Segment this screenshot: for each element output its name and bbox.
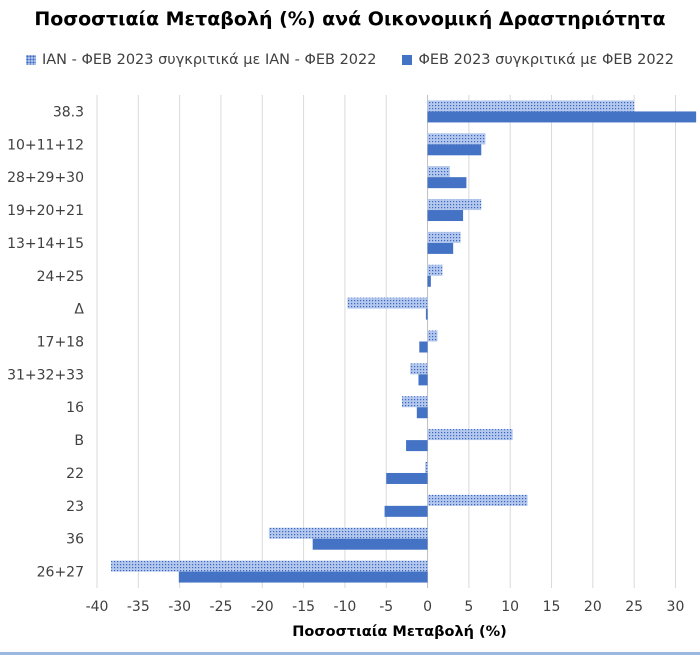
y-category-label: 16 xyxy=(66,400,84,416)
bar-series-2 xyxy=(406,440,428,452)
bar-series-2 xyxy=(386,472,428,484)
x-tick-label: 20 xyxy=(584,599,602,615)
bar-series-1 xyxy=(427,166,450,178)
y-category-label: Β xyxy=(74,433,84,449)
bar-series-1 xyxy=(401,396,428,408)
legend-swatch-series-2 xyxy=(402,55,413,65)
x-tick-label: 30 xyxy=(667,599,685,615)
bar-series-2 xyxy=(416,407,428,419)
bar-series-1 xyxy=(427,231,461,243)
bar-series-1 xyxy=(427,133,486,145)
x-tick-label: 10 xyxy=(501,599,519,615)
legend-item-series-2: ΦΕΒ 2023 συγκριτικά με ΦΕΒ 2022 xyxy=(402,52,674,68)
y-category-label: 36 xyxy=(66,532,84,548)
x-tick-label: -5 xyxy=(379,599,393,615)
x-tick-label: 0 xyxy=(423,599,432,615)
y-category-label: 38.3 xyxy=(53,104,84,120)
bar-series-2 xyxy=(427,177,467,189)
bar-series-1 xyxy=(427,494,528,506)
x-tick-label: -25 xyxy=(210,599,233,615)
bar-series-2 xyxy=(418,374,428,386)
bar-series-1 xyxy=(410,363,428,375)
bar-series-2 xyxy=(425,308,428,320)
x-axis-title: Ποσοστιαία Μεταβολή (%) xyxy=(292,624,507,640)
x-tick-label: 25 xyxy=(625,599,643,615)
bar-series-2 xyxy=(384,505,428,517)
legend-item-series-1: ΙΑΝ - ΦΕΒ 2023 συγκριτικά με ΙΑΝ - ΦΕΒ 2… xyxy=(25,52,377,68)
y-category-label: 17+18 xyxy=(37,335,84,351)
legend-swatch-series-1 xyxy=(25,55,36,65)
bar-series-2 xyxy=(427,111,697,123)
legend-label-series-2: ΦΕΒ 2023 συγκριτικά με ΦΕΒ 2022 xyxy=(418,52,674,68)
x-tick-label: -15 xyxy=(292,599,315,615)
x-tick-label: -30 xyxy=(168,599,191,615)
x-tick-label: -40 xyxy=(86,599,109,615)
y-category-label: 19+20+21 xyxy=(7,203,84,219)
x-tick-label: 15 xyxy=(543,599,561,615)
x-tick-label: -10 xyxy=(333,599,356,615)
y-category-label: Δ xyxy=(74,302,84,318)
y-category-label: 23 xyxy=(66,499,84,515)
y-category-label: 13+14+15 xyxy=(7,236,84,252)
y-category-label: 28+29+30 xyxy=(7,170,84,186)
bar-series-2 xyxy=(427,144,482,156)
bar-series-2 xyxy=(312,538,428,550)
bar-series-1 xyxy=(347,297,428,309)
bar-series-1 xyxy=(268,527,428,539)
y-category-label: 26+27 xyxy=(37,565,84,581)
y-category-label: 22 xyxy=(66,466,84,482)
bar-series-1 xyxy=(427,264,443,276)
bar-series-1 xyxy=(425,461,428,473)
bar-series-1 xyxy=(427,330,438,342)
y-category-label: 10+11+12 xyxy=(7,137,84,153)
bar-series-2 xyxy=(427,210,464,222)
bar-series-2 xyxy=(178,571,428,583)
bar-series-2 xyxy=(427,242,454,254)
chart-title: Ποσοστιαία Μεταβολή (%) ανά Οικονομική Δ… xyxy=(34,8,666,30)
x-tick-label: -20 xyxy=(251,599,274,615)
bar-series-2 xyxy=(419,341,428,353)
bottom-rule xyxy=(0,652,700,655)
bar-series-1 xyxy=(427,199,482,211)
bar-series-1 xyxy=(427,100,635,112)
y-category-label: 31+32+33 xyxy=(7,367,84,383)
legend-label-series-1: ΙΑΝ - ΦΕΒ 2023 συγκριτικά με ΙΑΝ - ΦΕΒ 2… xyxy=(41,52,377,68)
bar-series-1 xyxy=(427,429,513,441)
legend: ΙΑΝ - ΦΕΒ 2023 συγκριτικά με ΙΑΝ - ΦΕΒ 2… xyxy=(0,52,700,68)
y-category-label: 24+25 xyxy=(37,269,84,285)
x-tick-label: -35 xyxy=(127,599,150,615)
bar-series-2 xyxy=(427,275,431,287)
bar-series-1 xyxy=(111,560,428,572)
x-tick-label: 5 xyxy=(464,599,473,615)
